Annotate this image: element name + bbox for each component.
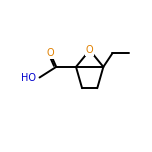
Text: O: O <box>46 48 54 58</box>
Text: O: O <box>86 45 93 55</box>
Text: HO: HO <box>21 73 36 83</box>
